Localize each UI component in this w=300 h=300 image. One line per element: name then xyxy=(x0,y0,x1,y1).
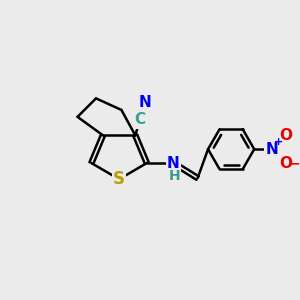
Text: +: + xyxy=(273,137,283,147)
Text: N: N xyxy=(265,142,278,157)
Text: N: N xyxy=(167,155,180,170)
Text: N: N xyxy=(139,94,152,110)
Text: O: O xyxy=(279,155,292,170)
Text: O: O xyxy=(279,128,292,143)
Text: H: H xyxy=(169,169,180,183)
Text: −: − xyxy=(288,156,300,170)
Text: S: S xyxy=(113,170,125,188)
Text: C: C xyxy=(134,112,146,127)
